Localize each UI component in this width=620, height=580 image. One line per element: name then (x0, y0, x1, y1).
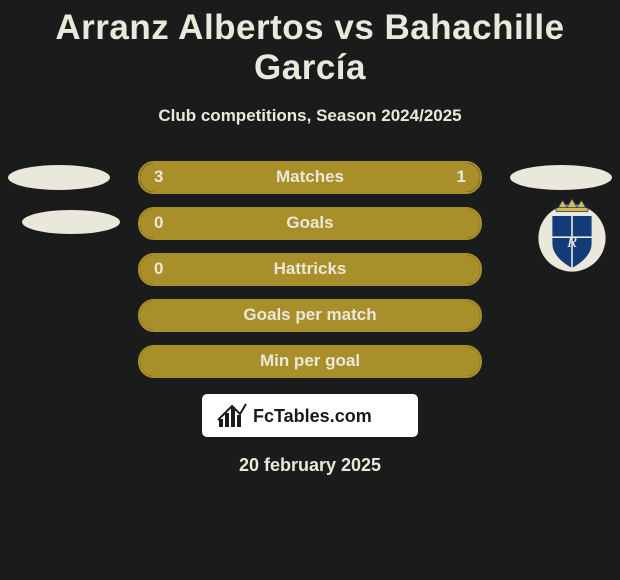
bar-mpg-label: Min per goal (140, 351, 480, 371)
comparison-chart: 3 Matches 1 0 Goals R (0, 154, 620, 384)
bar-gpm: Goals per match (138, 299, 482, 332)
bar-gpm-label: Goals per match (140, 305, 480, 325)
bar-goals-label: Goals (140, 213, 480, 233)
player-left-marker-small (22, 210, 120, 234)
brand-badge: FcTables.com (202, 394, 418, 437)
page-title: Arranz Albertos vs Bahachille García (0, 0, 620, 88)
date-label: 20 february 2025 (0, 455, 620, 476)
bar-matches-label: Matches (140, 167, 480, 187)
bar-mpg: Min per goal (138, 345, 482, 378)
stat-row-hattricks: 0 Hattricks (0, 246, 620, 292)
bar-matches-value-right: 1 (457, 167, 466, 187)
bar-matches: 3 Matches 1 (138, 161, 482, 194)
stat-row-matches: 3 Matches 1 (0, 154, 620, 200)
stat-row-goals: 0 Goals R (0, 200, 620, 246)
stat-row-mpg: Min per goal (0, 338, 620, 384)
player-right-marker (510, 165, 612, 190)
fctables-logo-icon: FcTables.com (215, 401, 405, 431)
brand-text: FcTables.com (253, 406, 372, 426)
bar-goals: 0 Goals (138, 207, 482, 240)
stat-row-gpm: Goals per match (0, 292, 620, 338)
bar-hattricks-label: Hattricks (140, 259, 480, 279)
bar-hattricks: 0 Hattricks (138, 253, 482, 286)
subtitle: Club competitions, Season 2024/2025 (0, 106, 620, 126)
player-left-marker (8, 165, 110, 190)
